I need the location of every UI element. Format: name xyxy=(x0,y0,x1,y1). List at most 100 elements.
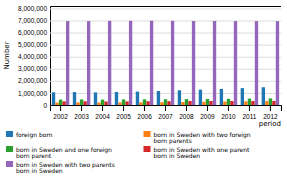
x-tick: 2012 xyxy=(263,105,278,120)
y-tick: 8,000,000 xyxy=(18,5,281,12)
bar xyxy=(262,87,265,105)
bar xyxy=(125,101,128,105)
legend-label: born in Sweden with two foreignborn pare… xyxy=(154,131,251,146)
x-tick: 2002 xyxy=(53,105,68,120)
x-tick: 2003 xyxy=(74,105,89,120)
y-tick-label: 2,000,000 xyxy=(18,77,47,84)
bar xyxy=(73,92,76,105)
y-tick-label: 5,000,000 xyxy=(18,41,47,48)
legend: foreign born born in Sweden with two fore… xyxy=(6,131,251,175)
x-tick-label: 2003 xyxy=(74,113,89,120)
x-tick-mark xyxy=(102,105,103,111)
legend-label-line: foreign born xyxy=(16,131,53,139)
x-tick: 2005 xyxy=(116,105,131,120)
legend-label-line: born in Sweden xyxy=(154,152,201,159)
grid-line xyxy=(50,69,281,70)
y-tick: 3,000,000 xyxy=(18,65,281,72)
bar xyxy=(97,103,100,105)
y-tick-label: 0 xyxy=(43,102,47,109)
bar xyxy=(234,21,237,105)
legend-swatch xyxy=(6,146,13,152)
x-tick-mark xyxy=(186,105,187,111)
bar xyxy=(206,99,209,105)
bar xyxy=(164,99,167,105)
legend-swatch xyxy=(144,146,151,152)
bar xyxy=(192,21,195,105)
bar xyxy=(139,102,142,105)
legend-label-line: born parent xyxy=(16,152,52,160)
y-tick-label: 6,000,000 xyxy=(18,29,47,36)
bar xyxy=(185,99,188,105)
x-tick-label: 2002 xyxy=(53,113,68,120)
x-tick-mark xyxy=(165,105,166,111)
x-tick-mark xyxy=(60,105,61,111)
grid-line xyxy=(50,20,281,21)
bars xyxy=(52,21,279,105)
grid-line xyxy=(50,45,281,46)
grid-line xyxy=(50,33,281,34)
bar xyxy=(94,92,97,105)
bar xyxy=(129,21,132,105)
bar xyxy=(167,101,170,105)
x-tick: 2011 xyxy=(242,105,256,120)
bar xyxy=(181,102,184,105)
y-tick-label: 4,000,000 xyxy=(18,53,47,60)
bar xyxy=(136,92,139,105)
x-tick-mark xyxy=(81,105,82,111)
x-tick-mark xyxy=(270,105,271,111)
x-tick-label: 2010 xyxy=(221,113,236,120)
bar xyxy=(108,21,111,105)
bar xyxy=(269,98,272,105)
bar xyxy=(241,88,244,105)
grid-line xyxy=(50,81,281,82)
legend-item: born in Sweden with one parentborn in Sw… xyxy=(144,146,251,160)
bar xyxy=(55,103,58,105)
bar xyxy=(66,21,69,105)
x-axis-title: period xyxy=(259,120,281,128)
y-axis: 01,000,0002,000,0003,000,0004,000,0005,0… xyxy=(18,5,281,109)
bar xyxy=(209,101,212,105)
bar xyxy=(265,101,268,105)
plot: 01,000,0002,000,0003,000,0004,000,0005,0… xyxy=(18,5,281,120)
bar xyxy=(83,101,86,105)
legend-item: foreign born xyxy=(6,131,53,139)
bar xyxy=(143,99,146,105)
bar xyxy=(213,21,216,105)
x-tick-label: 2008 xyxy=(179,113,194,120)
x-tick-mark xyxy=(207,105,208,111)
bar xyxy=(199,90,202,105)
bar xyxy=(101,100,104,105)
bar xyxy=(272,101,275,105)
y-tick: 2,000,000 xyxy=(18,77,281,84)
x-tick-mark xyxy=(123,105,124,111)
y-tick: 5,000,000 xyxy=(18,41,281,48)
x-axis-line xyxy=(51,106,282,112)
x-tick-mark xyxy=(228,105,229,111)
legend-label: born in Sweden and one foreignborn paren… xyxy=(16,146,112,161)
legend-label-line: born in Sweden xyxy=(16,167,63,174)
bar xyxy=(115,92,118,105)
y-tick: 4,000,000 xyxy=(18,53,281,60)
bar xyxy=(244,101,247,105)
x-tick: 2006 xyxy=(137,105,152,120)
bar xyxy=(223,102,226,105)
bar xyxy=(104,101,107,105)
bar xyxy=(230,101,233,105)
legend-swatch xyxy=(6,161,13,167)
bar xyxy=(80,99,83,105)
x-tick: 2004 xyxy=(95,105,110,120)
bar xyxy=(188,101,191,105)
bar xyxy=(178,90,181,105)
bar xyxy=(157,91,160,105)
x-tick-label: 2012 xyxy=(263,113,278,120)
y-tick: 7,000,000 xyxy=(18,17,281,24)
x-tick: 2010 xyxy=(221,105,236,120)
x-axis: 2002200320042005200620072008200920102011… xyxy=(51,105,282,120)
legend-label: born in Sweden with one parentborn in Sw… xyxy=(154,146,251,160)
bar xyxy=(59,100,62,105)
bar xyxy=(87,21,90,105)
x-tick-mark xyxy=(144,105,145,111)
x-tick-label: 2006 xyxy=(137,113,152,120)
x-tick-label: 2009 xyxy=(200,113,215,120)
y-tick: 6,000,000 xyxy=(18,29,281,36)
